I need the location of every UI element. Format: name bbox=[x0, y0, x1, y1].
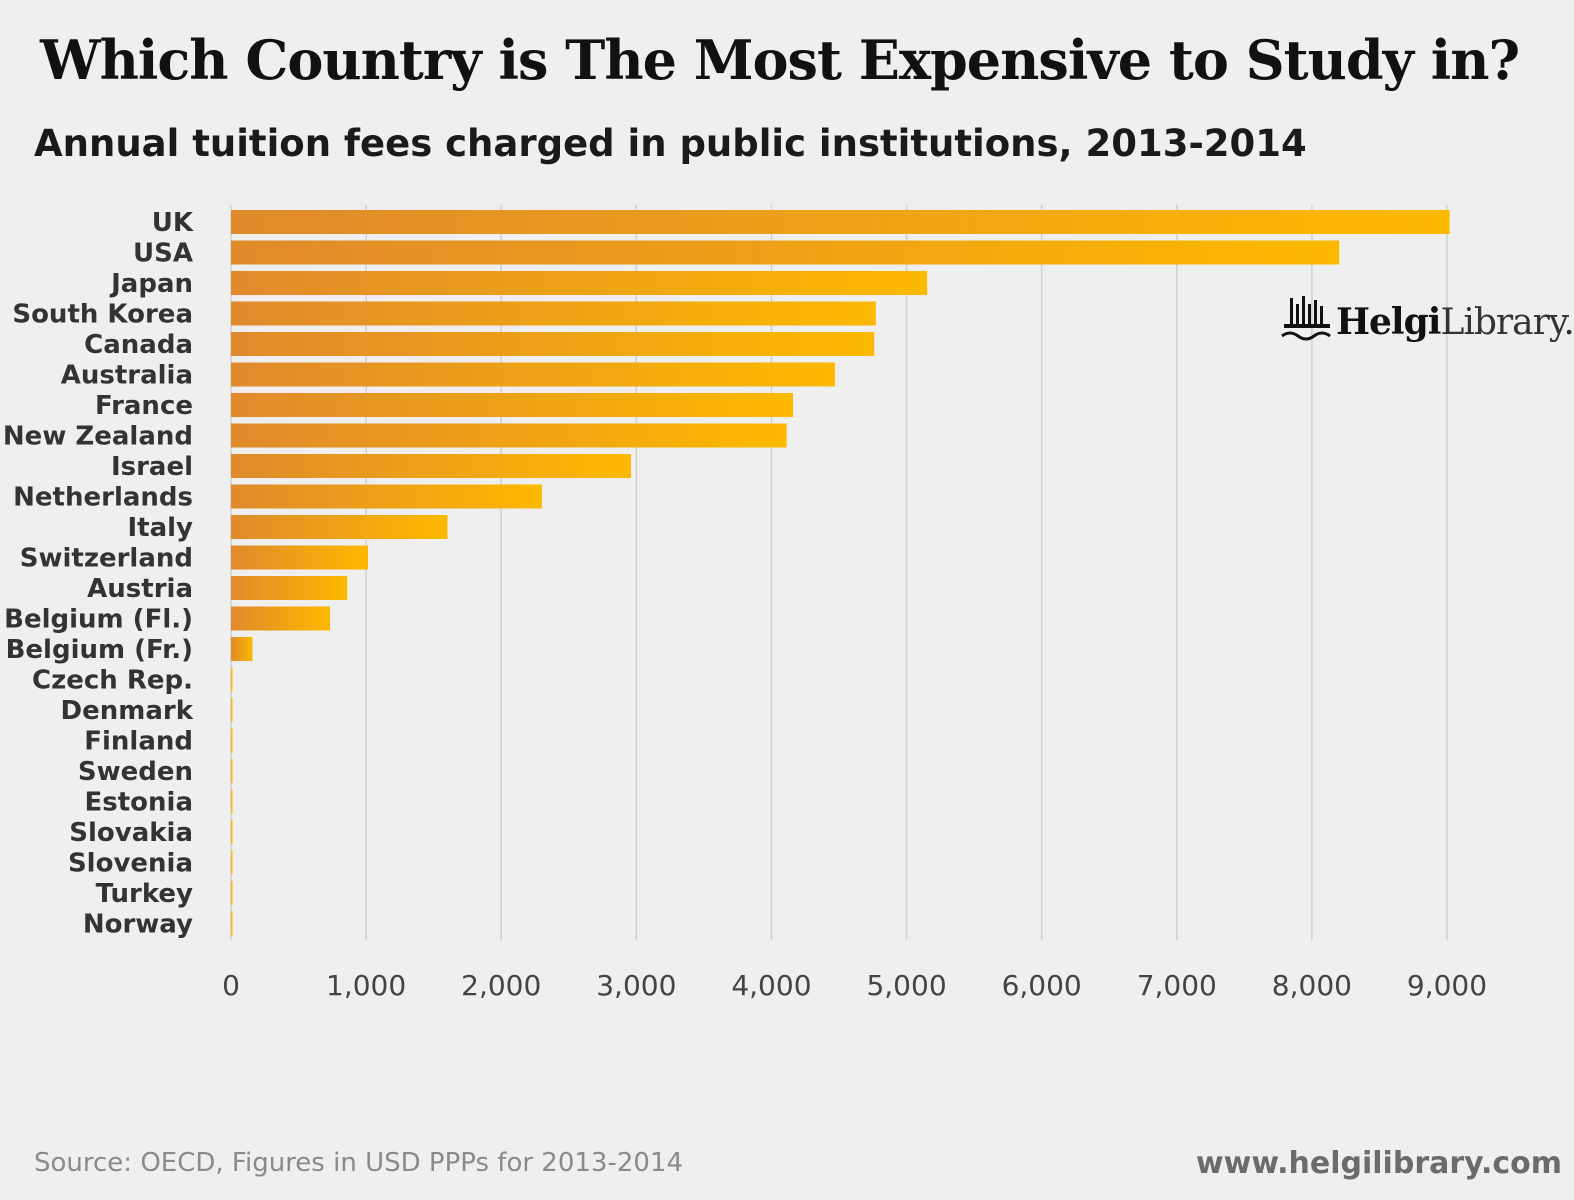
bar bbox=[231, 911, 233, 936]
bar bbox=[231, 576, 348, 600]
grid-lines bbox=[230, 205, 1448, 940]
x-tick-label: 6,000 bbox=[1002, 969, 1082, 1002]
website-link[interactable]: www.helgilibrary.com bbox=[1195, 1146, 1562, 1181]
bar bbox=[231, 545, 369, 570]
bar bbox=[231, 698, 233, 722]
category-label: New Zealand bbox=[3, 422, 193, 452]
category-label: Austria bbox=[87, 574, 193, 604]
chart-title: Which Country is The Most Expensive to S… bbox=[40, 28, 1520, 92]
category-label: UK bbox=[152, 208, 194, 238]
category-label: Israel bbox=[111, 452, 193, 482]
bar bbox=[231, 759, 233, 783]
x-axis-tick-labels: 0 1,000 2,000 3,000 4,000 5,000 6,000 7,000 8,00… bbox=[222, 969, 1487, 1002]
x-tick-label: 5,000 bbox=[866, 969, 946, 1002]
bar bbox=[231, 820, 233, 844]
logo-text: HelgiLibrary. bbox=[1336, 300, 1574, 343]
bar bbox=[231, 637, 253, 661]
category-label: Japan bbox=[109, 269, 193, 299]
x-tick-label: 9,000 bbox=[1407, 969, 1487, 1002]
x-tick-label: 1,000 bbox=[326, 969, 406, 1002]
x-tick-label: 0 bbox=[222, 969, 240, 1002]
category-label: Finland bbox=[84, 727, 193, 757]
library-building-icon bbox=[1280, 292, 1336, 351]
category-label: Slovenia bbox=[68, 849, 193, 879]
category-label: France bbox=[95, 391, 193, 421]
bar bbox=[231, 454, 631, 478]
source-note: Source: OECD, Figures in USD PPPs for 20… bbox=[34, 1148, 684, 1178]
category-label: Czech Rep. bbox=[32, 666, 193, 696]
x-tick-label: 2,000 bbox=[461, 969, 541, 1002]
bar bbox=[231, 332, 875, 356]
category-label: Turkey bbox=[96, 879, 193, 909]
category-label: Denmark bbox=[61, 696, 194, 726]
bar bbox=[231, 881, 233, 905]
category-label: Italy bbox=[127, 513, 193, 543]
category-label: Australia bbox=[61, 361, 193, 391]
bar bbox=[231, 362, 835, 387]
x-tick-label: 3,000 bbox=[596, 969, 676, 1002]
category-label: South Korea bbox=[12, 300, 193, 330]
bars bbox=[231, 210, 1450, 936]
category-label: Slovakia bbox=[69, 818, 193, 848]
bar bbox=[231, 393, 794, 417]
bar bbox=[231, 484, 542, 509]
bar bbox=[231, 240, 1340, 265]
bar bbox=[231, 606, 331, 631]
x-tick-label: 8,000 bbox=[1272, 969, 1352, 1002]
category-label: Norway bbox=[83, 910, 193, 940]
chart-subtitle: Annual tuition fees charged in public in… bbox=[34, 122, 1307, 165]
helgi-library-logo: HelgiLibrary. bbox=[1280, 292, 1574, 351]
bar bbox=[231, 728, 233, 753]
bar bbox=[231, 789, 233, 814]
bar bbox=[231, 667, 233, 692]
bar bbox=[231, 850, 233, 875]
bar bbox=[231, 423, 787, 448]
x-tick-label: 4,000 bbox=[731, 969, 811, 1002]
category-label: USA bbox=[133, 239, 193, 269]
bar bbox=[231, 271, 928, 295]
bar bbox=[231, 210, 1450, 234]
bar bbox=[231, 515, 448, 539]
category-label: Switzerland bbox=[20, 544, 193, 574]
category-label: Belgium (Fl.) bbox=[4, 605, 193, 635]
category-label: Sweden bbox=[78, 757, 193, 787]
bar bbox=[231, 301, 876, 326]
category-label: Netherlands bbox=[13, 483, 193, 513]
x-tick-label: 7,000 bbox=[1137, 969, 1217, 1002]
category-label: Belgium (Fr.) bbox=[6, 635, 193, 665]
category-label: Estonia bbox=[85, 788, 194, 818]
category-label: Canada bbox=[84, 330, 193, 360]
